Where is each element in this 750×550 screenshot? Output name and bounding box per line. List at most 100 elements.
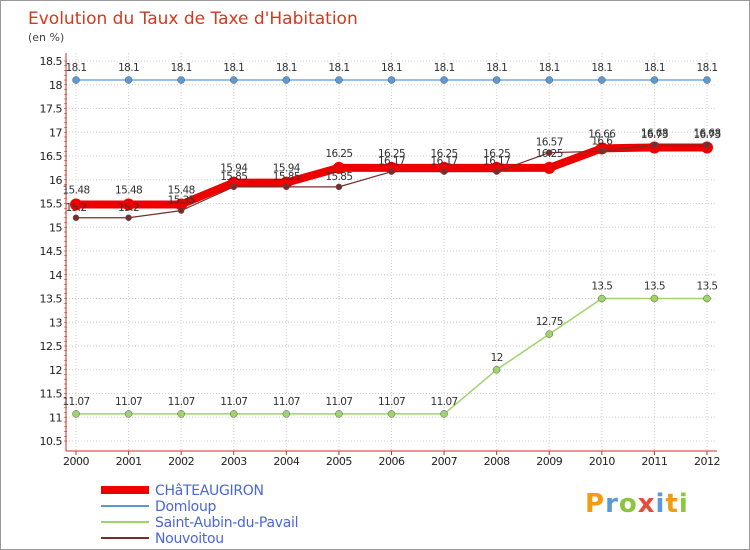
data-point: [230, 183, 237, 191]
data-label: 16.25: [378, 148, 405, 160]
chart-title: Evolution du Taux de Taxe d'Habitation: [28, 9, 358, 29]
x-tick-label: 2012: [694, 455, 720, 468]
data-label: 16.25: [536, 148, 563, 160]
data-label: 13.5: [644, 281, 665, 293]
x-tick-label: 2003: [221, 455, 247, 468]
data-label: 18.1: [539, 62, 560, 74]
data-point: [175, 198, 188, 211]
data-point: [335, 183, 343, 191]
x-tick-label: 2008: [484, 455, 510, 468]
logo-letter: x: [637, 489, 656, 519]
y-tick-label: 12.5: [40, 340, 63, 353]
data-label: 15.48: [168, 184, 195, 196]
data-point: [440, 76, 448, 84]
data-label: 18.1: [223, 62, 244, 74]
data-point: [70, 198, 82, 211]
x-tick-label: 2006: [379, 455, 405, 468]
data-label: 16.73: [693, 129, 720, 141]
logo-letter: i: [678, 489, 689, 519]
data-point: [493, 168, 500, 175]
data-point: [598, 76, 606, 84]
data-label: 18.1: [434, 62, 455, 74]
data-label: 16.6: [591, 135, 613, 147]
y-tick-label: 18.5: [40, 55, 63, 68]
data-point: [125, 214, 132, 221]
legend-label: Saint-Aubin-du-Pavail: [155, 515, 298, 531]
y-tick-label: 11: [49, 411, 62, 424]
data-label: 16.68: [641, 127, 668, 139]
data-label: 11.07: [325, 396, 352, 408]
data-label: 11.07: [220, 396, 247, 408]
y-tick-label: 11.5: [40, 388, 63, 401]
data-point: [598, 148, 606, 155]
x-tick-label: 2004: [273, 455, 299, 468]
y-tick-label: 10.5: [40, 435, 63, 448]
data-point: [332, 161, 345, 174]
data-label: 18.1: [328, 62, 349, 74]
data-point: [72, 214, 80, 221]
data-label: 18.1: [486, 62, 507, 74]
data-point: [545, 330, 553, 338]
data-point: [545, 76, 553, 84]
data-label: 18.1: [381, 62, 402, 74]
series: [70, 76, 713, 418]
data-label: 12: [491, 352, 503, 364]
x-tick-label: 2005: [326, 455, 352, 468]
data-point: [335, 410, 343, 418]
data-point: [230, 410, 238, 418]
data-point: [177, 207, 185, 214]
data-label: 18.1: [697, 62, 718, 74]
data-point: [227, 176, 240, 189]
data-label: 18.1: [171, 62, 192, 74]
y-tick-label: 15.5: [40, 198, 63, 211]
data-label: 15.94: [273, 163, 301, 175]
data-label: 15.85: [220, 171, 247, 183]
y-tick-label: 17: [49, 126, 62, 139]
data-point: [282, 410, 291, 418]
unit-label: (en %): [28, 31, 64, 44]
data-point: [492, 366, 501, 374]
data-labels: 15.48 15.48 15.48 15.94 15.94 16.25 16.25 16.25…: [62, 62, 721, 408]
data-label: 15.85: [273, 171, 300, 183]
data-label: 16.68: [693, 127, 720, 139]
data-point: [440, 410, 448, 418]
x-tick-label: 2011: [641, 455, 667, 468]
data-point: [440, 168, 448, 175]
y-tick-label: 17.5: [40, 103, 63, 116]
data-label: 11.07: [273, 396, 300, 408]
data-label: 13.5: [697, 281, 718, 293]
data-point: [72, 76, 80, 84]
data-label: 15.48: [115, 184, 142, 196]
x-tick-label: 2010: [589, 455, 615, 468]
data-label: 18.1: [591, 62, 612, 74]
data-label: 16.17: [431, 156, 458, 168]
data-label: 18.1: [66, 62, 87, 74]
data-point: [388, 168, 395, 175]
data-label: 18.1: [118, 62, 139, 74]
data-point: [124, 410, 133, 418]
data-label: 16.57: [536, 137, 563, 149]
data-label: 15.85: [325, 171, 352, 183]
data-label: 12.75: [536, 316, 563, 328]
data-label: 16.25: [483, 148, 510, 160]
data-label: 16.17: [483, 156, 510, 168]
logo-letter: P: [585, 489, 606, 519]
axes: 10.5 11 11.5 12 12.5 13 13.5 14 14.5 15 15.5 16 16.5…: [40, 53, 721, 468]
legend: CHâTEAUGIRONDomloupSaint-Aubin-du-Pavail…: [101, 483, 298, 547]
y-tick-label: 16.5: [40, 150, 63, 163]
data-point: [703, 141, 711, 149]
x-tick-label: 2002: [168, 455, 194, 468]
data-label: 15.35: [168, 195, 195, 207]
data-label: 16.73: [641, 129, 668, 141]
data-point: [651, 141, 658, 149]
logo-letter: o: [618, 489, 638, 519]
data-point: [177, 410, 185, 418]
y-tick-label: 15: [49, 221, 62, 234]
data-point: [598, 294, 606, 303]
data-point: [546, 149, 553, 156]
y-tick-label: 16: [49, 174, 62, 187]
data-point: [543, 161, 556, 174]
data-label: 11.07: [62, 396, 89, 408]
